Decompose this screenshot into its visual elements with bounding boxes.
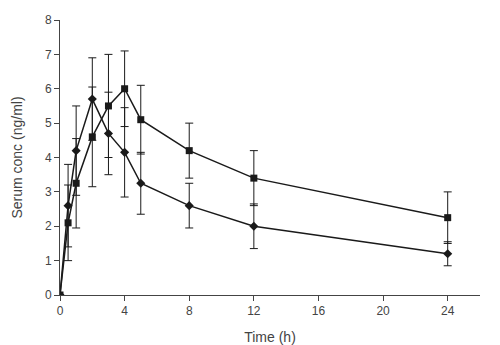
- svg-text:12: 12: [247, 304, 261, 318]
- svg-text:5: 5: [45, 116, 52, 130]
- svg-text:Serum conc (ng/ml): Serum conc (ng/ml): [9, 96, 25, 218]
- svg-text:7: 7: [45, 48, 52, 62]
- svg-text:3: 3: [45, 185, 52, 199]
- svg-text:4: 4: [45, 151, 52, 165]
- svg-text:6: 6: [45, 82, 52, 96]
- svg-text:16: 16: [312, 304, 326, 318]
- svg-text:Time (h): Time (h): [244, 329, 296, 345]
- svg-text:0: 0: [57, 304, 64, 318]
- svg-text:20: 20: [376, 304, 390, 318]
- svg-text:2: 2: [45, 219, 52, 233]
- svg-text:0: 0: [45, 288, 52, 302]
- svg-text:1: 1: [45, 254, 52, 268]
- svg-text:8: 8: [45, 13, 52, 27]
- svg-text:24: 24: [441, 304, 455, 318]
- svg-text:4: 4: [121, 304, 128, 318]
- svg-text:8: 8: [186, 304, 193, 318]
